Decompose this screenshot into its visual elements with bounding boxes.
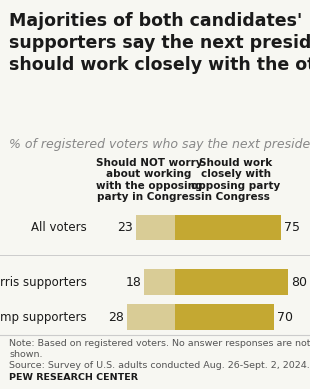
Text: PEW RESEARCH CENTER: PEW RESEARCH CENTER	[9, 373, 138, 382]
Text: 70: 70	[277, 310, 293, 324]
Text: Should NOT worry
about working
with the opposing
party in Congress: Should NOT worry about working with the …	[95, 158, 202, 202]
Text: Note: Based on registered voters. No answer responses are not
shown.
Source: Sur: Note: Based on registered voters. No ans…	[9, 339, 310, 370]
Bar	[175, 215, 281, 240]
Text: 80: 80	[291, 275, 308, 289]
Text: % of registered voters who say the next president ...: % of registered voters who say the next …	[9, 138, 310, 151]
Text: Majorities of both candidates'
supporters say the next president
should work clo: Majorities of both candidates' supporter…	[9, 12, 310, 74]
Text: Trump supporters: Trump supporters	[0, 310, 87, 324]
Text: 28: 28	[108, 310, 124, 324]
Text: 23: 23	[117, 221, 133, 234]
Text: Harris supporters: Harris supporters	[0, 275, 87, 289]
Text: 75: 75	[284, 221, 300, 234]
Text: 18: 18	[126, 275, 141, 289]
Bar	[175, 304, 274, 330]
Text: All voters: All voters	[31, 221, 87, 234]
Bar	[127, 304, 175, 330]
Bar	[175, 269, 288, 295]
Text: Should work
closely with
opposing party
in Congress: Should work closely with opposing party …	[191, 158, 280, 202]
Bar	[144, 269, 175, 295]
Bar	[136, 215, 175, 240]
